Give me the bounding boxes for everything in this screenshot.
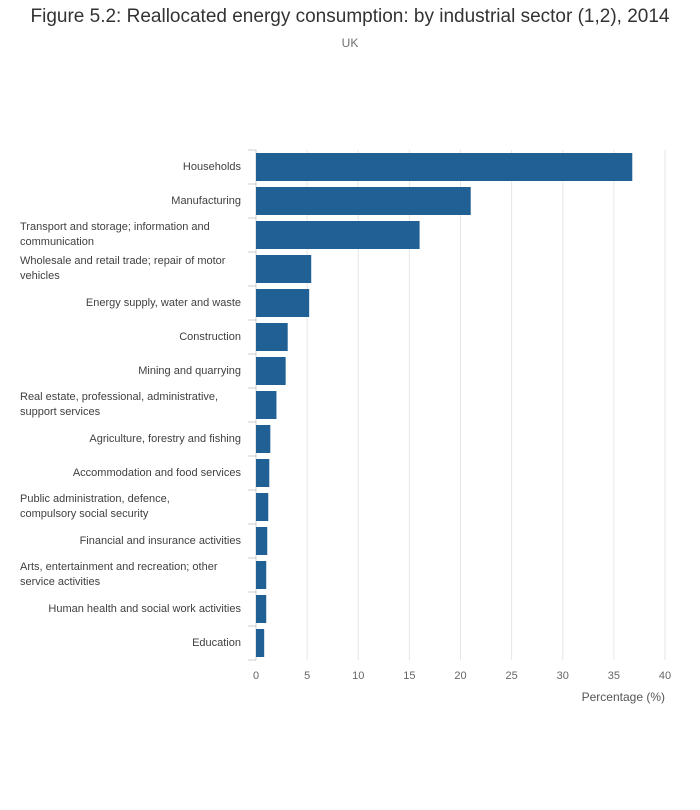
bar[interactable] [256,425,271,453]
x-tick-label: 10 [352,670,364,682]
category-label-line: communication [20,236,94,248]
category-label: Wholesale and retail trade; repair of mo… [20,254,241,284]
category-label-line: Wholesale and retail trade; repair of mo… [20,255,226,267]
x-tick-label: 25 [506,670,518,682]
category-label: Real estate, professional, administrativ… [20,390,241,420]
bar[interactable] [256,255,312,283]
category-label: Transport and storage; information and co… [20,220,241,250]
category-label: Accommodation and food services [20,466,241,481]
category-label: Households [20,160,241,175]
category-label: Mining and quarrying [20,364,241,379]
category-label-line: Households [182,160,241,173]
category-label-line: Mining and quarrying [138,364,241,377]
x-tick-label: 35 [608,670,620,682]
bar-series [256,153,633,657]
x-tick-label: 0 [253,670,259,682]
category-label-line: Financial and insurance activities [79,534,241,547]
category-label-line: compulsory social security [20,508,149,520]
x-tick-label: 15 [403,670,415,682]
category-label-line: Manufacturing [171,194,241,207]
bar[interactable] [256,527,268,555]
bar[interactable] [256,493,269,521]
category-label: Financial and insurance activities [20,534,241,549]
category-label-line: Accommodation and food services [72,466,241,479]
chart-title: Figure 5.2: Reallocated energy consumpti… [30,6,670,27]
x-tick-label: 30 [557,670,569,682]
category-label-line: Human health and social work activities [48,602,241,615]
category-label: Education [20,636,241,651]
category-label-line: service activities [20,576,101,588]
bar[interactable] [256,595,267,623]
category-label: Agriculture, forestry and fishing [20,432,241,447]
bar[interactable] [256,391,277,419]
x-tick-label: 20 [454,670,466,682]
category-label-line: Arts, entertainment and recreation; othe… [20,561,218,573]
bar[interactable] [256,221,420,249]
category-label: Human health and social work activities [20,602,241,617]
bar[interactable] [256,459,270,487]
bar[interactable] [256,187,471,215]
x-axis-title: Percentage (%) [582,690,665,704]
category-label: Construction [20,330,241,345]
x-tick-label: 40 [659,670,671,682]
category-label-line: Construction [179,330,241,343]
chart-subtitle: UK [341,36,359,50]
bar[interactable] [256,357,286,385]
category-label-line: Energy supply, water and waste [85,296,241,309]
category-label: Energy supply, water and waste [20,296,241,311]
bar[interactable] [256,629,265,657]
category-label: Manufacturing [20,194,241,209]
x-axis-ticks: 0 5 10 15 20 25 30 35 40 [253,670,671,682]
category-label-line: Agriculture, forestry and fishing [89,432,241,445]
bar[interactable] [256,323,288,351]
category-label-line: Education [192,636,241,649]
bar[interactable] [256,561,267,589]
category-label-line: Public administration, defence, [20,493,170,505]
category-label: Public administration, defence, compulsor… [20,492,241,522]
category-label-line: Transport and storage; information and [20,221,210,233]
x-tick-label: 5 [304,670,310,682]
category-label-line: vehicles [20,270,60,282]
bar[interactable] [256,153,633,181]
category-label-line: support services [20,406,101,418]
category-label-line: Real estate, professional, administrativ… [20,391,219,403]
category-label: Arts, entertainment and recreation; othe… [20,560,241,590]
bar[interactable] [256,289,310,317]
